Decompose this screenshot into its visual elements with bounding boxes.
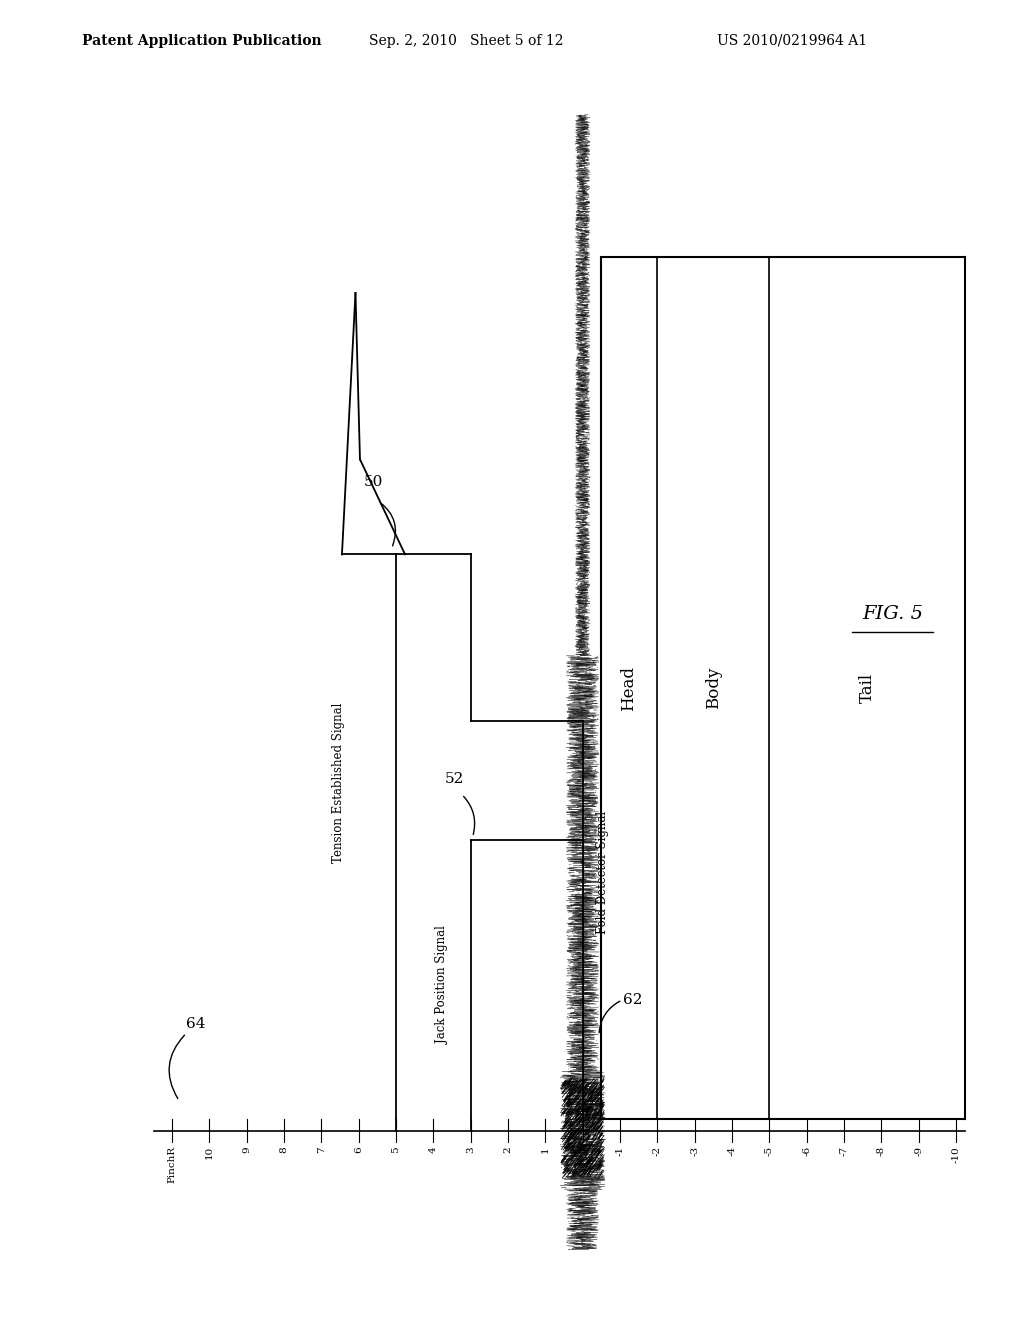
Text: 64: 64 [185,1016,205,1031]
Text: -8: -8 [877,1146,886,1156]
Text: Sep. 2, 2010   Sheet 5 of 12: Sep. 2, 2010 Sheet 5 of 12 [369,34,563,48]
Text: 10: 10 [205,1146,214,1159]
Text: 7: 7 [316,1146,326,1152]
Text: US 2010/0219964 A1: US 2010/0219964 A1 [717,34,867,48]
Text: FIG. 5: FIG. 5 [862,605,924,623]
Text: 6: 6 [354,1146,364,1152]
Text: Body: Body [705,667,722,709]
Text: 2: 2 [504,1146,513,1152]
Text: Tension Established Signal: Tension Established Signal [332,704,345,863]
Text: -5: -5 [765,1146,774,1156]
Text: 1: 1 [541,1146,550,1152]
Text: -9: -9 [914,1146,924,1156]
Text: Patent Application Publication: Patent Application Publication [82,34,322,48]
Text: 9: 9 [243,1146,251,1152]
Text: 4: 4 [429,1146,438,1152]
Text: -3: -3 [690,1146,699,1156]
Text: 0: 0 [579,1146,587,1152]
Text: 8: 8 [280,1146,289,1152]
Text: -10: -10 [951,1146,961,1163]
Text: -2: -2 [653,1146,662,1156]
Text: Jack Position Signal: Jack Position Signal [436,927,449,1044]
Text: 3: 3 [466,1146,475,1152]
Text: -6: -6 [802,1146,811,1156]
Text: 50: 50 [364,475,383,488]
Text: Fold Detector Signal: Fold Detector Signal [596,810,609,933]
Text: Head: Head [621,665,638,710]
Text: 62: 62 [624,993,643,1007]
Text: Tail: Tail [859,673,876,704]
Text: 52: 52 [444,772,464,785]
Text: -4: -4 [727,1146,736,1156]
Text: -7: -7 [840,1146,849,1156]
Text: -1: -1 [615,1146,625,1156]
Text: 5: 5 [391,1146,400,1152]
Text: PinchR: PinchR [168,1146,176,1183]
